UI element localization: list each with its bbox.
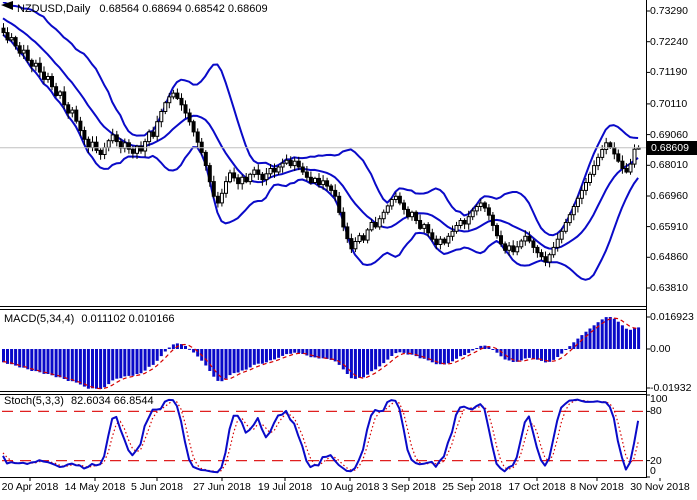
date-label: 27 Jun 2018 xyxy=(193,481,251,493)
bollinger-bands xyxy=(2,2,639,281)
date-label: 10 Aug 2018 xyxy=(320,481,380,493)
macd-histogram xyxy=(2,317,641,389)
price-axis-label: 0.72240 xyxy=(650,36,688,48)
macd-name: MACD(5,34,4) xyxy=(4,313,75,325)
chart-title: NZDUSD,Daily 0.68564 0.68694 0.68542 0.6… xyxy=(17,3,268,15)
symbol-period-label: NZDUSD,Daily xyxy=(17,3,91,15)
price-axis-label: 0.65910 xyxy=(650,221,688,233)
stoch-panel-label: Stoch(5,3,3) 82.6034 66.8544 xyxy=(4,395,154,407)
stoch-axis-label: 100 xyxy=(650,393,668,405)
price-axis-label: 0.70110 xyxy=(650,98,688,110)
price-axis-label: 0.68010 xyxy=(650,159,688,171)
date-label: 14 May 2018 xyxy=(64,481,126,493)
panel-separators xyxy=(0,306,646,395)
stoch-axis-label: 0 xyxy=(650,465,656,477)
macd-panel-label: MACD(5,34,4) 0.011102 0.010166 xyxy=(4,313,175,325)
date-label: 30 Nov 2018 xyxy=(630,481,690,493)
date-label: 8 Nov 2018 xyxy=(570,481,624,493)
macd-values: 0.011102 0.010166 xyxy=(81,313,175,325)
price-axis-label: 0.69060 xyxy=(650,129,688,141)
current-price-tag: 0.68609 xyxy=(646,141,697,155)
price-axis-label: 0.66960 xyxy=(650,190,688,202)
stoch-axis-label: 80 xyxy=(650,405,662,417)
macd-axis-label: 0.016923 xyxy=(650,311,694,323)
price-axis-label: 0.63810 xyxy=(650,282,688,294)
date-label: 5 Jun 2018 xyxy=(131,481,183,493)
candlesticks xyxy=(1,23,641,268)
stoch-name: Stoch(5,3,3) xyxy=(4,395,64,407)
date-label: 20 Apr 2018 xyxy=(1,481,59,493)
macd-axis-label: 0.00 xyxy=(650,343,671,355)
scroll-arrow-icon[interactable] xyxy=(1,1,13,10)
date-label: 19 Jul 2018 xyxy=(257,481,313,493)
stoch-axis-label: 20 xyxy=(650,455,662,467)
date-label: 25 Sep 2018 xyxy=(442,481,502,493)
stoch-values: 82.6034 66.8544 xyxy=(70,395,154,407)
price-axis-label: 0.71190 xyxy=(650,66,688,78)
stoch-d-line xyxy=(2,399,639,473)
date-label: 3 Sep 2018 xyxy=(382,481,436,493)
price-axis-label: 0.73290 xyxy=(650,5,688,17)
price-axis-label: 0.64860 xyxy=(650,251,688,263)
macd-signal-line xyxy=(2,317,639,390)
macd-axis-label: -0.01932 xyxy=(650,382,692,394)
stoch-k-line xyxy=(2,398,640,474)
axis-ticks xyxy=(29,10,661,481)
ohlc-readout: 0.68564 0.68694 0.68542 0.68609 xyxy=(99,3,268,15)
date-label: 17 Oct 2018 xyxy=(508,481,566,493)
